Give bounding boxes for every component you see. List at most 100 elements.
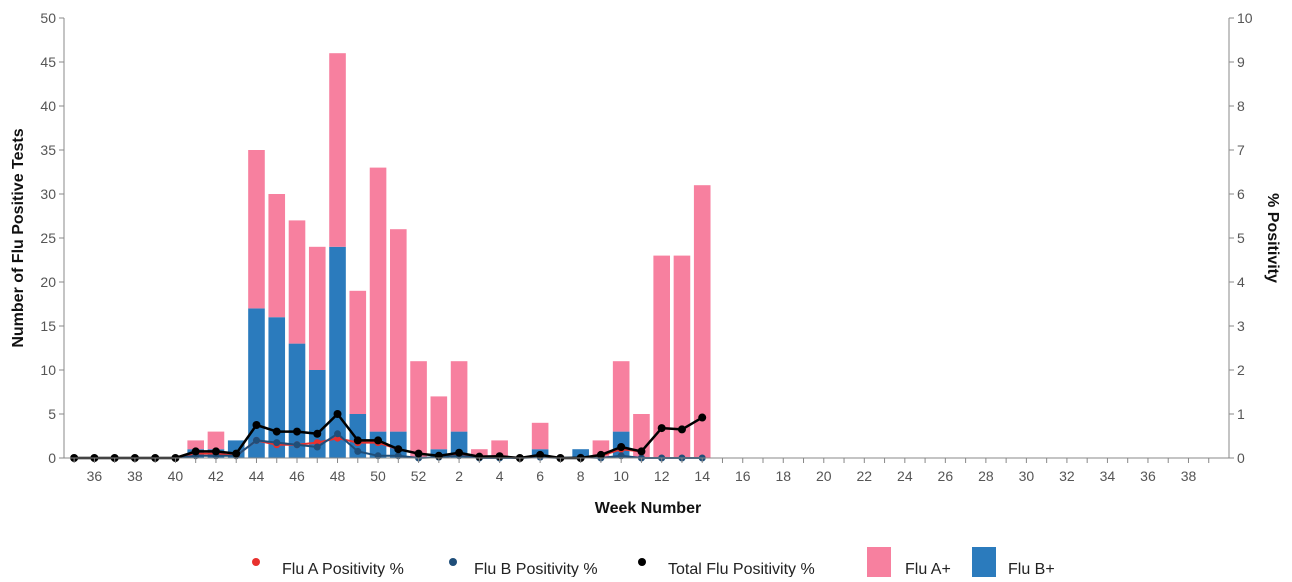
flu-b-positivity-point xyxy=(293,441,301,449)
line-layer xyxy=(70,410,707,462)
y2-tick-label: 10 xyxy=(1237,10,1253,26)
flu-a-bar xyxy=(450,361,468,432)
legend-marker-dot xyxy=(449,558,457,566)
y-tick-label: 40 xyxy=(40,98,56,114)
total-positivity-point xyxy=(293,427,301,436)
legend-label: Flu B Positivity % xyxy=(474,561,598,577)
x-tick-label: 22 xyxy=(857,468,873,484)
total-positivity-point xyxy=(596,450,605,459)
legend-marker-dot xyxy=(638,558,646,566)
y2-tick-label: 0 xyxy=(1237,450,1245,466)
x-tick-label: 28 xyxy=(978,468,994,484)
flu-a-bar xyxy=(369,167,387,432)
y2-tick-label: 4 xyxy=(1237,274,1245,290)
y-tick-label: 0 xyxy=(48,450,56,466)
legend-marker-dot xyxy=(252,558,260,566)
x-tick-label: 10 xyxy=(613,468,629,484)
x-tick-label: 14 xyxy=(694,468,710,484)
total-positivity-point xyxy=(698,413,707,422)
flu-b-positivity-point xyxy=(313,443,321,451)
x-tick-label: 36 xyxy=(1140,468,1156,484)
total-positivity-point xyxy=(536,450,545,459)
flu-b-bar xyxy=(329,246,346,458)
total-positivity-point xyxy=(475,452,484,461)
y-tick-label: 25 xyxy=(40,230,56,246)
flu-b-positivity-point xyxy=(252,436,260,444)
y-tick-label: 50 xyxy=(40,10,56,26)
flu-b-bar xyxy=(288,343,306,458)
legend-label: Flu A Positivity % xyxy=(282,561,404,577)
flu-a-bar xyxy=(268,194,286,318)
flu-a-bar xyxy=(187,440,205,450)
total-positivity-point xyxy=(313,429,322,438)
x-tick-label: 2 xyxy=(455,468,463,484)
flu-a-bar xyxy=(207,431,225,450)
total-positivity-point xyxy=(252,421,261,429)
x-tick-label: 52 xyxy=(411,468,427,484)
x-tick-label: 40 xyxy=(168,468,184,484)
x-tick-label: 38 xyxy=(1181,468,1197,484)
x-tick-label: 26 xyxy=(938,468,954,484)
y-tick-label: 5 xyxy=(48,406,56,422)
y-tick-label: 10 xyxy=(40,362,56,378)
total-positivity-point xyxy=(333,410,342,418)
y2-tick-label: 5 xyxy=(1237,230,1245,246)
legend-label: Flu A+ xyxy=(905,561,951,577)
flu-b-positivity-point xyxy=(273,439,281,447)
flu-b-bar xyxy=(389,431,407,458)
y-tick-label: 15 xyxy=(40,318,56,334)
legend: Flu A Positivity % Flu B Positivity % Tota… xyxy=(252,547,1055,578)
y2-tick-label: 7 xyxy=(1237,142,1245,158)
y2-tick-label: 1 xyxy=(1237,406,1245,422)
flu-a-bar xyxy=(673,255,691,458)
x-tick-label: 48 xyxy=(330,468,346,484)
y2-tick-label: 3 xyxy=(1237,318,1245,334)
total-positivity-point xyxy=(353,436,362,445)
y2-tick-label: 6 xyxy=(1237,186,1245,202)
flu-a-bar xyxy=(329,53,346,247)
total-positivity-point xyxy=(414,449,423,458)
flu-b-bar xyxy=(308,370,326,458)
x-tick-label: 8 xyxy=(577,468,585,484)
y2-tick-label: 8 xyxy=(1237,98,1245,114)
flu-a-bar xyxy=(410,361,427,458)
total-positivity-point xyxy=(374,436,383,445)
flu-a-bar xyxy=(349,290,367,414)
flu-b-bar xyxy=(268,317,286,458)
legend-marker-box xyxy=(972,547,996,577)
y2-tick-label: 2 xyxy=(1237,362,1245,378)
total-positivity-point xyxy=(394,445,403,454)
total-positivity-point xyxy=(455,448,464,457)
y-axis-title: Number of Flu Positive Tests xyxy=(10,128,27,347)
y2-axis-title: % Positivity xyxy=(1264,193,1281,283)
y-tick-label: 20 xyxy=(40,274,56,290)
x-tick-label: 36 xyxy=(87,468,103,484)
y-tick-label: 45 xyxy=(40,54,56,70)
flu-a-bar xyxy=(430,396,448,450)
flu-a-bar xyxy=(491,440,508,458)
flu-a-bar xyxy=(288,220,306,344)
x-tick-label: 42 xyxy=(208,468,224,484)
total-positivity-point xyxy=(232,449,241,458)
legend-label: Flu B+ xyxy=(1008,561,1055,577)
x-tick-label: 6 xyxy=(536,468,544,484)
total-positivity-point xyxy=(637,447,646,456)
legend-marker-box xyxy=(867,547,891,577)
x-tick-label: 32 xyxy=(1059,468,1075,484)
bar-layer xyxy=(187,53,711,458)
flu-b-positivity-point xyxy=(354,447,362,455)
x-tick-label: 4 xyxy=(496,468,504,484)
total-positivity-line xyxy=(74,412,703,460)
total-positivity-point xyxy=(677,425,686,434)
y2-tick-label: 9 xyxy=(1237,54,1245,70)
y-tick-label: 35 xyxy=(40,142,56,158)
legend-label: Total Flu Positivity % xyxy=(668,561,815,577)
flu-b-bar xyxy=(248,308,265,458)
y-tick-label: 30 xyxy=(40,186,56,202)
total-positivity-point xyxy=(657,424,666,433)
flu-a-bar xyxy=(693,185,711,458)
x-tick-label: 24 xyxy=(897,468,913,484)
